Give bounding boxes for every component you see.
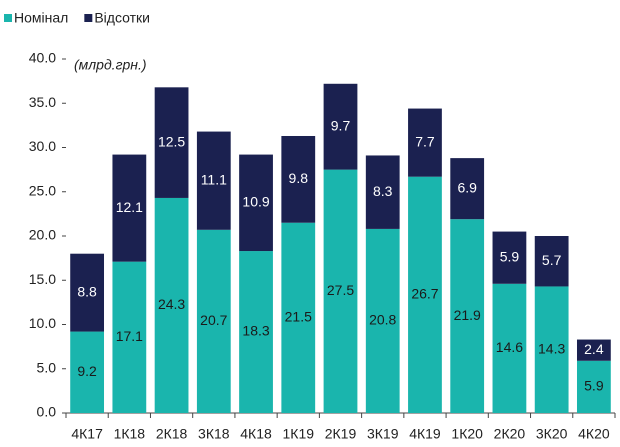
data-label: 20.8	[369, 312, 396, 328]
x-tick-label: 1К18	[114, 426, 146, 442]
x-tick-label: 2К19	[325, 426, 357, 442]
data-label: 7.7	[415, 133, 435, 149]
data-label: 11.1	[201, 171, 227, 187]
x-tick-label: 4К20	[578, 426, 610, 442]
y-tick-label: 25.0	[29, 182, 56, 198]
data-label: 12.5	[158, 133, 185, 149]
legend-swatch	[4, 14, 12, 22]
data-label: 14.6	[496, 339, 523, 355]
y-tick-label: 20.0	[29, 227, 56, 243]
data-label: 6.9	[457, 179, 477, 195]
data-label: 18.3	[242, 323, 269, 339]
data-label: 9.8	[289, 170, 309, 186]
legend-label: Номінал	[14, 10, 68, 26]
data-label: 26.7	[411, 286, 438, 302]
y-tick-label: 0.0	[37, 404, 57, 420]
bar-segment	[450, 219, 485, 413]
x-tick-label: 1К20	[451, 426, 483, 442]
legend-swatch	[84, 14, 93, 22]
data-label: 8.8	[77, 283, 97, 299]
bar-segment	[154, 87, 189, 198]
bar-segment	[534, 286, 569, 413]
unit-annotation: (млрд.грн.)	[74, 57, 147, 73]
data-label: 24.3	[158, 296, 185, 312]
y-tick-label: 10.0	[29, 315, 56, 331]
bar-segment	[534, 236, 569, 287]
bar-segment	[196, 131, 231, 230]
bar-segment	[576, 360, 611, 413]
bar-segment	[365, 155, 400, 229]
x-tick-label: 2К18	[156, 426, 188, 442]
data-label: 21.9	[454, 307, 481, 323]
x-tick-label: 1К19	[283, 426, 315, 442]
data-label: 2.4	[584, 341, 604, 357]
bar-segment	[365, 228, 400, 413]
y-tick-label: 5.0	[37, 359, 57, 375]
bar-segment	[492, 231, 527, 284]
data-label: 8.3	[373, 183, 393, 199]
y-tick-label: 35.0	[29, 94, 56, 110]
data-label: 5.7	[542, 252, 562, 268]
data-label: 10.9	[242, 194, 269, 210]
bar-segment	[70, 253, 105, 332]
x-tick-label: 4К17	[71, 426, 103, 442]
x-tick-label: 2К20	[494, 426, 526, 442]
bar-segment	[70, 331, 105, 413]
bar-segment	[408, 108, 442, 177]
y-tick-label: 40.0	[29, 50, 56, 66]
x-tick-label: 4К19	[409, 426, 441, 442]
legend-label: Відсотки	[94, 10, 150, 26]
data-label: 12.1	[116, 199, 143, 215]
data-label: 9.2	[77, 363, 97, 379]
bar-segment	[196, 229, 231, 413]
x-tick-label: 3К19	[367, 426, 399, 442]
data-label: 20.7	[200, 312, 227, 328]
bar-segment	[239, 154, 273, 252]
bar-segment	[112, 154, 147, 262]
data-label: 9.7	[331, 117, 351, 133]
x-tick-label: 4К18	[240, 426, 272, 442]
bar-segment	[408, 176, 442, 413]
x-tick-label: 3К18	[198, 426, 230, 442]
bar-segment	[112, 261, 147, 413]
x-tick-label: 3К20	[536, 426, 568, 442]
bar-segment	[492, 283, 527, 413]
bar-segment	[281, 135, 316, 223]
bar-segment	[323, 83, 358, 170]
bar-segment	[576, 339, 611, 361]
data-label: 17.1	[116, 328, 143, 344]
bar-segment	[281, 222, 316, 413]
data-label: 21.5	[285, 309, 312, 325]
bar-segment	[239, 251, 273, 413]
data-label: 27.5	[327, 282, 354, 298]
data-label: 5.9	[584, 378, 604, 394]
data-label: 14.3	[538, 340, 565, 356]
data-label: 5.9	[500, 248, 520, 264]
y-tick-label: 15.0	[29, 271, 56, 287]
y-tick-label: 30.0	[29, 138, 56, 154]
bar-segment	[323, 169, 358, 413]
bar-segment	[154, 197, 189, 413]
bar-segment	[450, 158, 485, 220]
